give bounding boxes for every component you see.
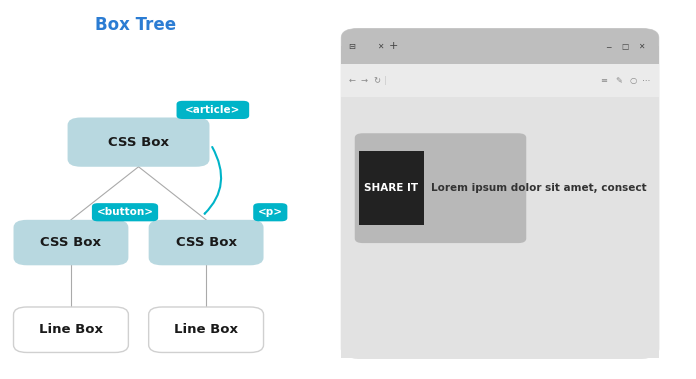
Text: CSS Box: CSS Box <box>108 136 169 149</box>
FancyBboxPatch shape <box>149 307 264 352</box>
FancyBboxPatch shape <box>13 220 128 265</box>
FancyBboxPatch shape <box>341 28 659 64</box>
Text: |: | <box>383 76 386 85</box>
Text: ←: ← <box>349 76 356 85</box>
Text: <article>: <article> <box>185 105 241 115</box>
Text: →: → <box>361 76 367 85</box>
FancyBboxPatch shape <box>361 152 422 224</box>
Text: ✕: ✕ <box>377 42 383 51</box>
Text: CSS Box: CSS Box <box>175 236 237 249</box>
Bar <box>341 64 659 97</box>
Text: ↻: ↻ <box>373 76 380 85</box>
Text: Line Box: Line Box <box>174 323 238 336</box>
Text: SHARE IT: SHARE IT <box>365 183 418 193</box>
Bar <box>341 46 659 64</box>
Text: Line Box: Line Box <box>39 323 103 336</box>
Bar <box>359 151 425 226</box>
Text: ⊟: ⊟ <box>349 42 356 51</box>
Text: CSS Box: CSS Box <box>40 236 102 249</box>
Text: +: + <box>389 41 399 52</box>
FancyBboxPatch shape <box>341 28 659 358</box>
Text: □: □ <box>622 42 628 51</box>
Text: Box Tree: Box Tree <box>95 16 175 34</box>
Text: <p>: <p> <box>258 207 283 217</box>
Text: ○: ○ <box>630 76 637 85</box>
FancyBboxPatch shape <box>92 203 158 221</box>
Text: ⋯: ⋯ <box>642 76 651 85</box>
FancyBboxPatch shape <box>355 133 526 243</box>
Text: ✎: ✎ <box>615 76 622 85</box>
FancyBboxPatch shape <box>68 117 209 167</box>
Bar <box>341 97 659 358</box>
Text: ≡: ≡ <box>600 76 607 85</box>
Text: ✕: ✕ <box>638 42 644 51</box>
FancyBboxPatch shape <box>253 203 287 221</box>
Text: ─: ─ <box>606 42 611 51</box>
FancyBboxPatch shape <box>13 307 128 352</box>
FancyBboxPatch shape <box>149 220 264 265</box>
FancyArrowPatch shape <box>205 147 221 214</box>
Text: Lorem ipsum dolor sit amet, consect: Lorem ipsum dolor sit amet, consect <box>431 183 647 193</box>
FancyBboxPatch shape <box>177 101 249 119</box>
Text: <button>: <button> <box>97 207 154 217</box>
